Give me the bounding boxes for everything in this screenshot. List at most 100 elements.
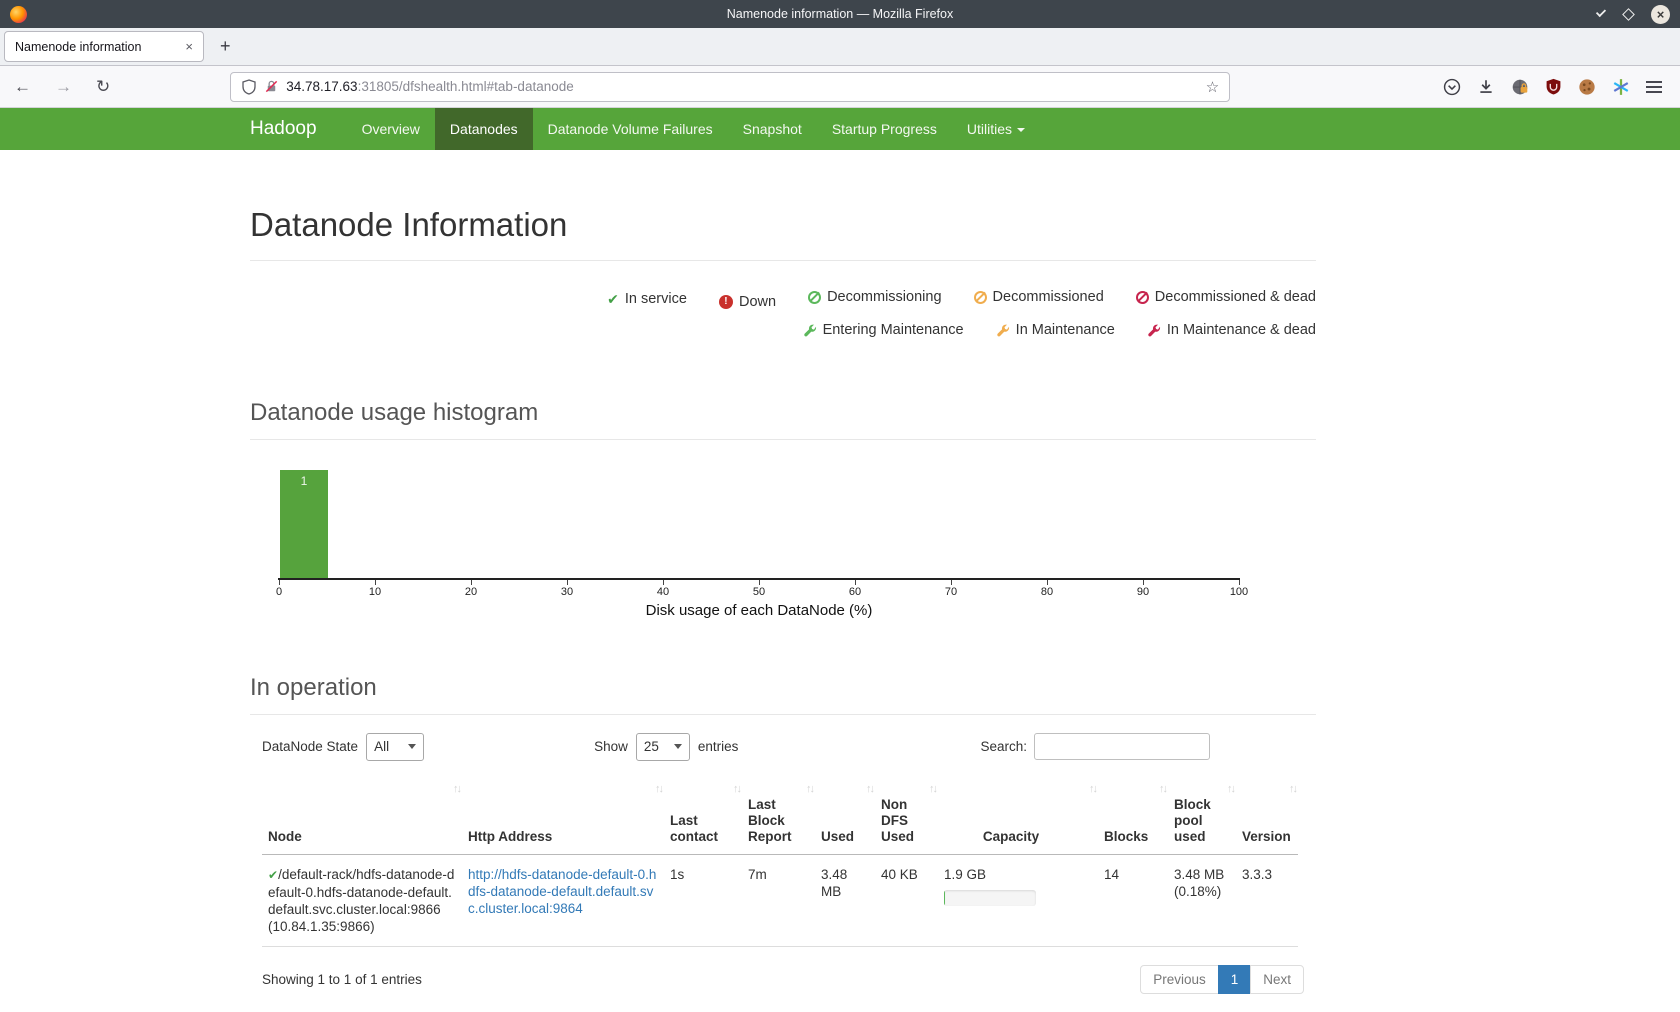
- close-icon[interactable]: ×: [1651, 4, 1670, 24]
- ublock-icon[interactable]: [1545, 78, 1562, 95]
- non-dfs-used-cell: 40 KB: [875, 854, 938, 947]
- nav-item-overview[interactable]: Overview: [361, 121, 420, 137]
- window-title: Namenode information — Mozilla Firefox: [726, 7, 954, 21]
- col-header-http-address[interactable]: Http Address ↑↓: [462, 776, 664, 855]
- datanode-state-select[interactable]: All: [366, 732, 425, 761]
- legend-down: ! Down: [718, 288, 776, 316]
- sort-icon[interactable]: ↑↓: [1289, 782, 1298, 795]
- url-text[interactable]: 34.78.17.63:31805/dfshealth.html#tab-dat…: [286, 79, 1199, 94]
- wrench-icon-orange: [996, 324, 1009, 336]
- show-entries-select[interactable]: 25: [635, 732, 690, 761]
- x-tick: [663, 579, 664, 585]
- x-tick: [567, 579, 568, 585]
- search-label: Search:: [980, 739, 1027, 754]
- http-address-link[interactable]: http://hdfs-datanode-default-0.hdfs-data…: [468, 866, 657, 916]
- nav-item-startup-progress[interactable]: Startup Progress: [831, 121, 937, 137]
- sort-icon[interactable]: ↑↓: [1159, 782, 1168, 795]
- datanode-state-label: DataNode State: [262, 739, 359, 754]
- tab-close-icon[interactable]: ×: [185, 39, 193, 54]
- check-icon: ✔: [268, 867, 279, 882]
- nav-item-datanodes[interactable]: Datanodes: [434, 108, 533, 150]
- shield-icon[interactable]: [241, 78, 257, 95]
- x-tick: [1143, 579, 1144, 585]
- wrench-icon-red: [1148, 324, 1160, 336]
- back-icon[interactable]: ←: [14, 76, 31, 96]
- window-titlebar: Namenode information — Mozilla Firefox ×: [0, 0, 1680, 28]
- http-address-cell: http://hdfs-datanode-default-0.hdfs-data…: [462, 854, 664, 947]
- new-tab-button[interactable]: +: [220, 36, 231, 56]
- col-header-version[interactable]: Version ↑↓: [1236, 776, 1298, 855]
- col-header-non-dfs-used[interactable]: Non DFS Used ↑↓: [875, 776, 938, 855]
- x-tick-label: 20: [464, 585, 478, 598]
- last-contact-cell: 1s: [664, 854, 742, 947]
- sort-icon[interactable]: ↑↓: [929, 782, 938, 795]
- x-tick: [279, 579, 280, 585]
- sort-icon[interactable]: ↑↓: [866, 782, 875, 795]
- x-tick-label: 0: [275, 585, 283, 598]
- minimize-icon[interactable]: [1595, 6, 1607, 18]
- col-header-capacity[interactable]: Capacity ↑↓: [938, 776, 1098, 855]
- down-icon: !: [718, 294, 733, 309]
- sort-icon[interactable]: ↑↓: [1227, 782, 1236, 795]
- nav-item-datanode-volume-failures[interactable]: Datanode Volume Failures: [547, 121, 713, 137]
- usage-histogram: 1 0 10 20 30 40 50 60 70 80 90 100 Disk …: [250, 469, 1316, 622]
- col-header-block-pool-used[interactable]: Block pool used ↑↓: [1168, 776, 1236, 855]
- divider: [250, 438, 1316, 440]
- x-tick-label: 30: [560, 585, 574, 598]
- x-tick: [471, 579, 472, 585]
- bookmark-star-icon[interactable]: ☆: [1205, 78, 1220, 96]
- forward-icon[interactable]: →: [55, 76, 72, 96]
- status-legend: ✔ In service ! Down Decommissioning Deco…: [250, 283, 1316, 347]
- x-axis-title: Disk usage of each DataNode (%): [645, 601, 873, 619]
- chevron-down-icon: [673, 744, 682, 749]
- url-bar[interactable]: 34.78.17.63:31805/dfshealth.html#tab-dat…: [230, 71, 1231, 102]
- previous-button[interactable]: Previous: [1140, 964, 1219, 994]
- page-title: Datanode Information: [250, 206, 568, 243]
- cookie-icon[interactable]: [1578, 78, 1596, 96]
- col-header-used[interactable]: Used ↑↓: [815, 776, 875, 855]
- nav-item-utilities[interactable]: Utilities: [952, 108, 1040, 150]
- histogram-bar: 1: [280, 469, 328, 578]
- menu-icon[interactable]: [1646, 80, 1662, 93]
- search-input[interactable]: [1034, 733, 1210, 760]
- tab-namenode-information[interactable]: Namenode information ×: [4, 31, 204, 62]
- wrench-icon-green: [803, 324, 816, 336]
- legend-in-service: ✔ In service: [607, 285, 687, 313]
- col-header-node[interactable]: Node ↑↓: [262, 776, 462, 855]
- x-tick-label: 10: [368, 585, 382, 598]
- pocket-icon[interactable]: [1443, 78, 1461, 96]
- in-operation-heading: In operation: [250, 673, 377, 701]
- sort-icon[interactable]: ↑↓: [1089, 782, 1098, 795]
- col-header-blocks[interactable]: Blocks ↑↓: [1098, 776, 1168, 855]
- page-1-button[interactable]: 1: [1217, 964, 1252, 994]
- legend-decommissioned-dead: Decommissioned & dead: [1135, 283, 1316, 311]
- sort-icon[interactable]: ↑↓: [655, 782, 664, 795]
- next-button[interactable]: Next: [1250, 964, 1304, 994]
- x-tick: [759, 579, 760, 585]
- sort-icon[interactable]: ↑↓: [806, 782, 815, 795]
- legend-row-1: ✔ In service ! Down Decommissioning Deco…: [250, 283, 1316, 316]
- x-axis: [278, 577, 1240, 580]
- reload-icon[interactable]: ↻: [96, 76, 111, 96]
- tab-strip: Namenode information × +: [0, 28, 1680, 66]
- divider: [250, 260, 1316, 261]
- table-header-row: Node ↑↓ Http Address ↑↓ Last contact ↑↓ Las…: [262, 776, 1298, 855]
- legend-decommissioned: Decommissioned: [973, 283, 1104, 311]
- spark-icon[interactable]: [1612, 78, 1630, 96]
- col-header-last-block-report[interactable]: Last Block Report ↑↓: [742, 776, 815, 855]
- maximize-icon[interactable]: [1622, 7, 1635, 21]
- legend-in-maintenance: In Maintenance: [996, 316, 1115, 344]
- extension-icon[interactable]: [1511, 78, 1529, 96]
- navbar-brand[interactable]: Hadoop: [250, 118, 317, 139]
- chevron-down-icon: [1017, 128, 1025, 132]
- legend-row-2: Entering Maintenance In Maintenance In M…: [250, 316, 1316, 347]
- col-header-last-contact[interactable]: Last contact ↑↓: [664, 776, 742, 855]
- in-operation-section: DataNode State All Show 25 entries Searc…: [250, 732, 1316, 994]
- nav-item-snapshot[interactable]: Snapshot: [742, 121, 802, 137]
- x-tick-label: 60: [848, 585, 862, 598]
- version-cell: 3.3.3: [1236, 854, 1298, 947]
- insecure-lock-icon[interactable]: [264, 79, 279, 94]
- sort-icon[interactable]: ↑↓: [453, 782, 462, 795]
- sort-icon[interactable]: ↑↓: [733, 782, 742, 795]
- download-icon[interactable]: [1477, 78, 1495, 96]
